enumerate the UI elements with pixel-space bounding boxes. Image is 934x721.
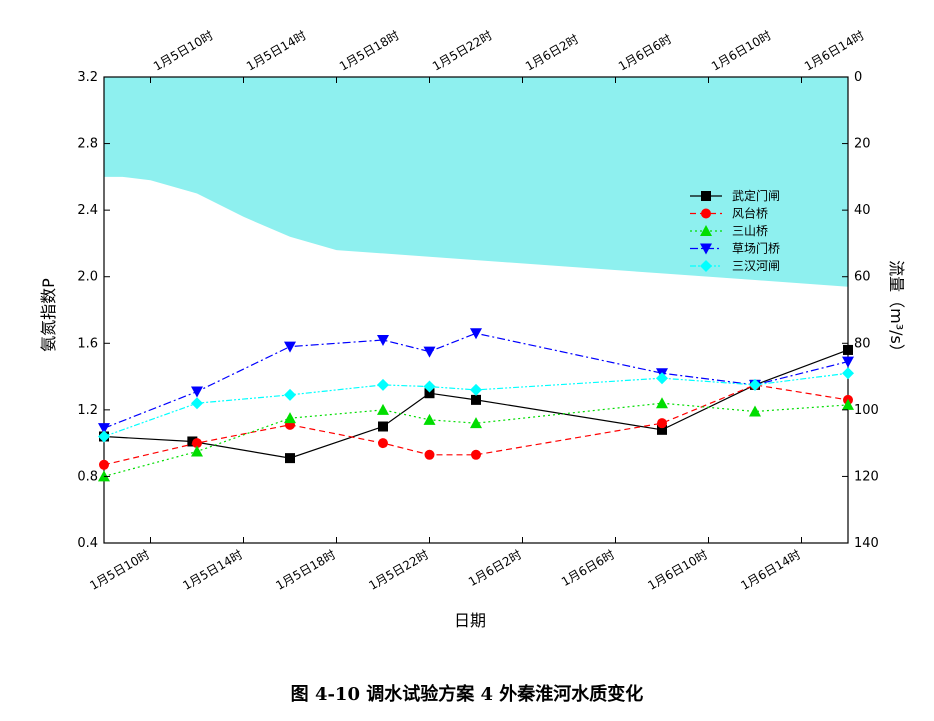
- data-point: [191, 445, 203, 457]
- right-y-tick-label: 40: [854, 203, 871, 218]
- data-point: [284, 341, 296, 353]
- top-x-tick-label: 1月5日22时: [430, 28, 495, 73]
- data-point: [701, 208, 711, 219]
- data-point: [191, 397, 203, 410]
- right-y-tick-label: 60: [854, 270, 871, 285]
- data-point: [378, 438, 388, 449]
- data-point: [470, 383, 482, 396]
- series-group: [98, 367, 854, 443]
- right-y-axis-title: 流量（m³/s）: [887, 260, 906, 360]
- data-point: [701, 191, 711, 201]
- top-x-axis: 1月5日10时 1月5日14时 1月5日18时 1月5日22时 1月6日2时 1月6日6时…: [150, 28, 867, 83]
- right-y-tick-label: 80: [854, 336, 871, 351]
- bottom-x-tick-label: 1月5日22时: [366, 547, 431, 592]
- bottom-x-tick-label: 1月6日2时: [466, 547, 524, 589]
- data-point: [98, 430, 110, 443]
- legend-label: 武定门闸: [732, 188, 780, 203]
- data-point: [657, 424, 667, 435]
- top-x-tick-label: 1月5日18时: [337, 28, 402, 73]
- left-y-tick-label: 0.4: [77, 536, 98, 551]
- data-point: [842, 398, 854, 410]
- data-point: [843, 344, 853, 355]
- data-point: [470, 328, 482, 340]
- left-y-tick-label: 2.8: [77, 137, 98, 152]
- data-point: [700, 225, 712, 236]
- top-x-tick-label: 1月5日10时: [151, 28, 216, 73]
- bottom-x-axis: 1月5日10时 1月5日14时 1月5日18时 1月5日22时 1月6日2时 1月6日6时…: [87, 537, 803, 593]
- right-y-tick-label: 120: [854, 469, 879, 484]
- left-y-axis: 0.4 0.8 1.2 1.6 2.0 2.4 2.8 3.2: [77, 70, 110, 551]
- data-point: [377, 378, 389, 391]
- series-layer: [98, 328, 854, 482]
- data-point: [842, 356, 854, 368]
- left-y-tick-label: 2.4: [77, 203, 98, 218]
- data-point: [471, 449, 481, 460]
- legend-label: 草场门桥: [732, 241, 780, 256]
- data-point: [656, 372, 668, 385]
- data-point: [749, 405, 761, 417]
- top-x-tick-label: 1月6日6时: [616, 32, 674, 74]
- bottom-x-tick-label: 1月6日6时: [559, 547, 617, 589]
- data-point: [749, 378, 761, 391]
- left-y-tick-label: 2.0: [77, 270, 98, 285]
- data-point: [657, 418, 667, 429]
- bottom-x-tick-label: 1月6日10时: [645, 547, 710, 592]
- right-y-tick-label: 0: [854, 70, 862, 85]
- data-point: [98, 423, 110, 435]
- data-point: [192, 438, 202, 449]
- right-y-tick-label: 20: [854, 137, 871, 152]
- left-y-tick-label: 0.8: [77, 469, 98, 484]
- data-point: [423, 413, 436, 425]
- data-point: [378, 421, 388, 432]
- plot-frame: [103, 76, 849, 544]
- data-point: [423, 380, 436, 393]
- data-point: [99, 459, 109, 470]
- series-group: [98, 397, 854, 482]
- left-y-tick-label: 1.6: [77, 336, 98, 351]
- data-point: [377, 403, 389, 415]
- data-point: [285, 453, 295, 464]
- data-point: [284, 412, 296, 424]
- axes-frame: [103, 76, 849, 544]
- series-line: [103, 332, 849, 429]
- data-point: [377, 334, 389, 346]
- legend-label: 三山桥: [732, 224, 768, 238]
- x-axis-title: 日期: [454, 611, 486, 630]
- data-point: [424, 388, 435, 399]
- bottom-x-tick-label: 1月6日14时: [738, 547, 803, 592]
- right-y-tick-label: 140: [854, 536, 879, 551]
- right-y-axis: 0 20 40 60 80 100 120 140: [842, 70, 879, 551]
- data-point: [424, 449, 435, 460]
- data-point: [423, 346, 436, 358]
- top-x-tick-label: 1月5日14时: [244, 28, 309, 73]
- figure-caption: 图 4-10 调水试验方案 4 外秦淮河水质变化: [291, 683, 644, 705]
- bottom-x-tick-label: 1月5日18时: [273, 547, 338, 592]
- top-x-tick-label: 1月6日2时: [523, 32, 581, 74]
- left-y-tick-label: 1.2: [77, 403, 98, 418]
- right-y-tick-label: 100: [854, 403, 879, 418]
- data-point: [284, 388, 296, 401]
- data-point: [842, 367, 854, 380]
- data-point: [700, 243, 712, 255]
- top-x-tick-label: 1月6日14时: [802, 28, 867, 73]
- flow-area: [104, 77, 848, 287]
- left-y-tick-label: 3.2: [77, 70, 98, 85]
- bottom-x-tick-label: 1月5日14时: [180, 547, 245, 592]
- legend-label: 三汉河闸: [732, 259, 780, 273]
- series-group: [99, 344, 853, 464]
- series-group: [98, 328, 854, 435]
- legend-label: 风台桥: [732, 206, 768, 221]
- bottom-x-tick-label: 1月5日10时: [87, 547, 152, 592]
- data-point: [191, 386, 203, 398]
- data-point: [471, 394, 481, 405]
- data-point: [470, 417, 482, 429]
- data-point: [700, 260, 712, 272]
- top-x-tick-label: 1月6日10时: [709, 28, 774, 73]
- flow-area-layer: [104, 77, 848, 287]
- left-y-axis-title: 氨氮指数P: [39, 278, 58, 352]
- data-point: [656, 397, 668, 409]
